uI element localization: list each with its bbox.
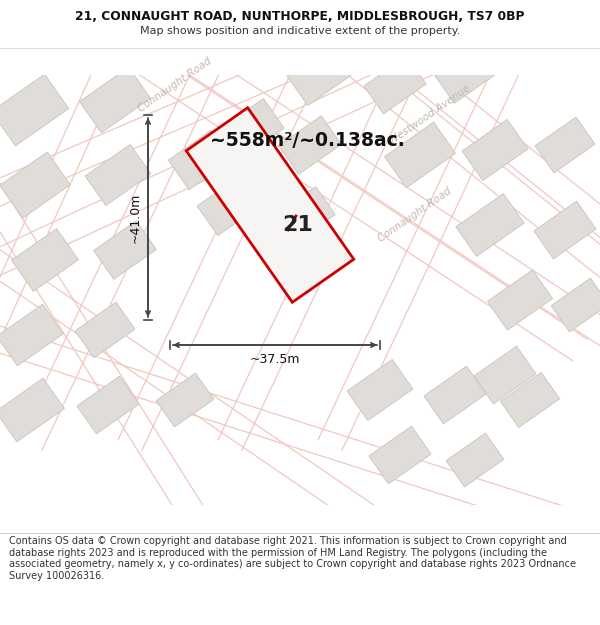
- Polygon shape: [385, 122, 455, 188]
- Polygon shape: [535, 117, 595, 173]
- Text: Connaught Road: Connaught Road: [136, 56, 214, 114]
- Polygon shape: [474, 346, 536, 404]
- Polygon shape: [369, 426, 431, 484]
- Polygon shape: [347, 359, 413, 421]
- Polygon shape: [85, 144, 151, 206]
- Polygon shape: [169, 131, 232, 189]
- Polygon shape: [462, 119, 528, 181]
- Polygon shape: [94, 221, 157, 279]
- Polygon shape: [0, 304, 63, 366]
- Polygon shape: [534, 201, 596, 259]
- Polygon shape: [278, 116, 341, 174]
- Polygon shape: [80, 68, 151, 132]
- Polygon shape: [77, 376, 139, 434]
- Polygon shape: [487, 270, 553, 330]
- Polygon shape: [275, 187, 335, 243]
- Polygon shape: [0, 74, 68, 146]
- Polygon shape: [424, 366, 486, 424]
- Text: 21: 21: [283, 215, 313, 235]
- Polygon shape: [156, 373, 214, 427]
- Polygon shape: [456, 194, 524, 256]
- Polygon shape: [287, 44, 353, 106]
- Text: ~41.0m: ~41.0m: [129, 192, 142, 242]
- Text: ~558m²/~0.138ac.: ~558m²/~0.138ac.: [210, 131, 405, 149]
- Polygon shape: [435, 47, 495, 103]
- Polygon shape: [446, 433, 504, 487]
- Polygon shape: [11, 229, 79, 291]
- Polygon shape: [364, 56, 426, 114]
- Text: Contains OS data © Crown copyright and database right 2021. This information is : Contains OS data © Crown copyright and d…: [9, 536, 576, 581]
- Polygon shape: [551, 278, 600, 332]
- Text: Westwood Avenue: Westwood Avenue: [388, 83, 472, 147]
- Polygon shape: [216, 99, 284, 161]
- Polygon shape: [500, 372, 560, 428]
- Text: Connaught Road: Connaught Road: [376, 186, 454, 244]
- Polygon shape: [197, 174, 263, 236]
- Text: 21, CONNAUGHT ROAD, NUNTHORPE, MIDDLESBROUGH, TS7 0BP: 21, CONNAUGHT ROAD, NUNTHORPE, MIDDLESBR…: [75, 11, 525, 24]
- Text: ~37.5m: ~37.5m: [250, 353, 300, 366]
- Polygon shape: [75, 302, 135, 358]
- Polygon shape: [186, 107, 354, 302]
- Polygon shape: [0, 378, 64, 442]
- Polygon shape: [0, 152, 70, 218]
- Text: Map shows position and indicative extent of the property.: Map shows position and indicative extent…: [140, 26, 460, 36]
